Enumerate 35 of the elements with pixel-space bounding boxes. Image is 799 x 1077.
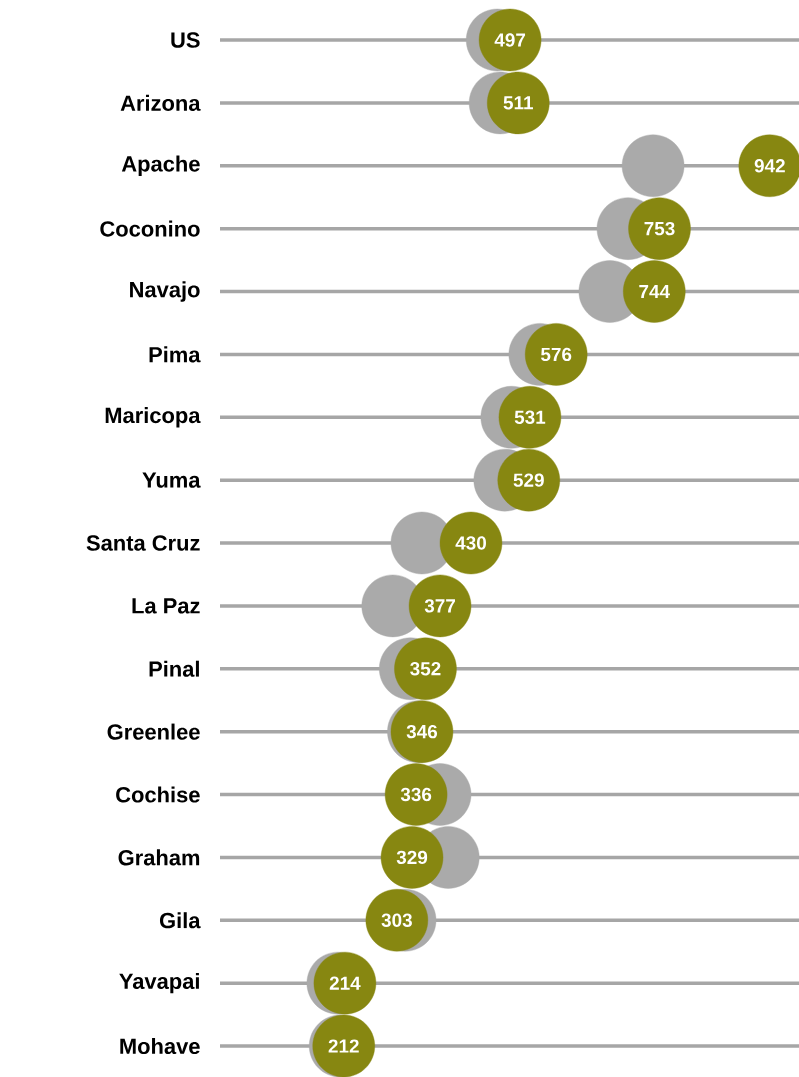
y-tick-label: US xyxy=(171,32,200,48)
data-label: 329 xyxy=(396,850,428,865)
y-tick-label: Pinal xyxy=(149,660,199,677)
data-label: 531 xyxy=(514,410,546,424)
data-label: 212 xyxy=(328,1039,359,1053)
data-label: 744 xyxy=(639,285,670,299)
y-tick-label: Maricopa xyxy=(105,407,201,428)
data-label: 529 xyxy=(513,473,544,487)
y-tick-label: Yuma xyxy=(142,472,201,488)
data-label: 430 xyxy=(455,536,486,550)
y-tick-label: Apache xyxy=(121,155,200,176)
y-tick-label: La Paz xyxy=(132,598,200,614)
y-tick-label: Yavapai xyxy=(119,972,199,994)
point xyxy=(621,134,685,197)
data-label: 942 xyxy=(754,159,785,173)
data-label: 511 xyxy=(503,96,533,110)
y-tick-label: Graham xyxy=(118,849,200,866)
y-tick-label: Greenlee xyxy=(107,723,200,740)
data-label: 346 xyxy=(406,724,438,739)
data-label: 336 xyxy=(400,787,432,802)
y-tick-label: Gila xyxy=(159,912,201,929)
y-tick-label: Mohave xyxy=(120,1037,200,1055)
data-label: 576 xyxy=(540,347,572,362)
y-tick-label: Pima xyxy=(149,346,201,363)
data-label: 303 xyxy=(381,913,412,927)
y-tick-label: Coconino xyxy=(100,220,200,237)
data-label: 753 xyxy=(644,221,675,236)
data-label: 352 xyxy=(410,662,441,676)
data-label: 497 xyxy=(494,33,526,47)
y-tick-label: Cochise xyxy=(116,786,200,803)
y-tick-label: Santa Cruz xyxy=(86,535,200,551)
y-tick-label: Arizona xyxy=(120,94,201,111)
data-label: 214 xyxy=(329,976,361,990)
data-label: 377 xyxy=(424,599,455,613)
y-tick-label: Navajo xyxy=(130,281,200,302)
